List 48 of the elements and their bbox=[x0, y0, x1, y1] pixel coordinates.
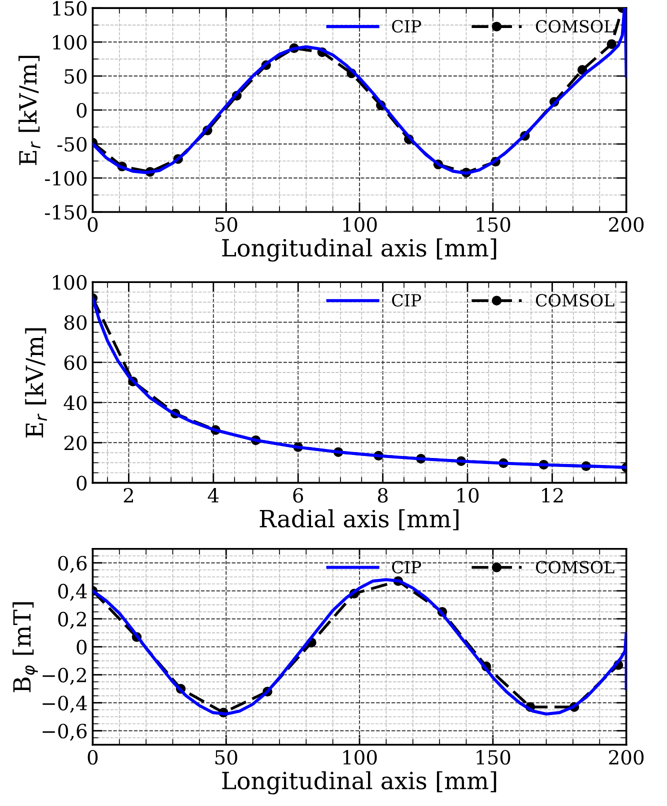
y-tick-label: 0 bbox=[76, 476, 87, 490]
legend-label: COMSOL bbox=[536, 294, 614, 307]
y-tick-label: −0,2 bbox=[42, 668, 86, 685]
x-tick-label: 200 bbox=[609, 750, 644, 765]
y-tick-label: 0 bbox=[76, 102, 87, 118]
x-tick-label: 150 bbox=[476, 217, 510, 232]
y-tick-label: 100 bbox=[53, 275, 87, 290]
y-tick-label: 40 bbox=[64, 395, 87, 410]
y-tick-label: −0,4 bbox=[42, 696, 87, 713]
legend-label: COMSOL bbox=[536, 560, 614, 574]
y-tick-label: 0,4 bbox=[58, 584, 87, 601]
x-axis-title: Longitudinal axis [mm] bbox=[222, 771, 496, 794]
y-tick-label: 20 bbox=[64, 436, 87, 450]
x-axis-title: Longitudinal axis [mm] bbox=[222, 238, 496, 262]
x-tick-label: 0 bbox=[88, 750, 98, 765]
x-tick-label: 6 bbox=[293, 488, 304, 503]
y-tick-label: 150 bbox=[53, 1, 87, 16]
x-tick-label: 8 bbox=[378, 488, 388, 503]
y-tick-label: −0,6 bbox=[42, 724, 87, 741]
y-tick-label: 0,6 bbox=[58, 556, 87, 573]
legend-label: CIP bbox=[392, 294, 422, 307]
x-tick-label: 0 bbox=[88, 217, 98, 232]
x-tick-label: 200 bbox=[609, 217, 644, 232]
x-tick-label: 150 bbox=[476, 750, 510, 765]
x-tick-label: 4 bbox=[208, 488, 219, 502]
y-axis-title: E$_{r}$ [kV/m] bbox=[18, 56, 40, 166]
y-tick-label: 0,2 bbox=[58, 612, 86, 629]
legend-label: CIP bbox=[392, 560, 422, 574]
x-tick-label: 100 bbox=[343, 750, 377, 765]
x-tick-label: 2 bbox=[124, 488, 133, 502]
y-tick-label: -150 bbox=[45, 204, 87, 220]
y-tick-label: -50 bbox=[57, 136, 87, 152]
legend-label: CIP bbox=[392, 20, 422, 33]
x-tick-label: 50 bbox=[215, 750, 238, 765]
x-axis-title: Radial axis [mm] bbox=[260, 509, 458, 530]
x-tick-label: 100 bbox=[343, 217, 377, 232]
y-tick-label: 100 bbox=[53, 35, 87, 50]
y-tick-label: 50 bbox=[64, 68, 87, 84]
x-tick-label: 10 bbox=[458, 488, 479, 503]
y-axis-title: E$_{r}$ [kV/m] bbox=[25, 328, 47, 438]
y-tick-label: -100 bbox=[45, 170, 87, 186]
legend-label: COMSOL bbox=[536, 20, 614, 33]
x-tick-label: 50 bbox=[215, 217, 238, 232]
y-tick-label: 0 bbox=[76, 640, 87, 654]
x-tick-label: 12 bbox=[542, 488, 563, 502]
y-tick-label: 80 bbox=[64, 315, 87, 330]
y-tick-label: 60 bbox=[64, 355, 87, 370]
y-axis-title: B$_{φ}$ [mT] bbox=[12, 602, 38, 692]
